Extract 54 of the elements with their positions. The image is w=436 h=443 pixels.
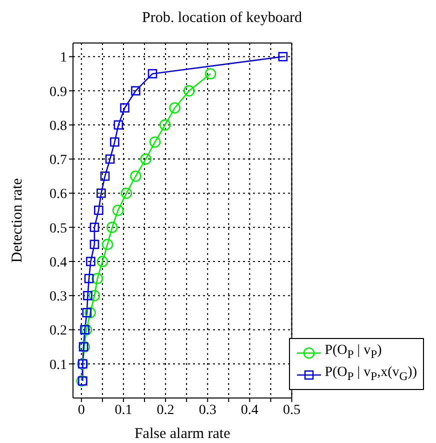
point [86,256,96,266]
point [120,188,132,199]
point [94,206,104,215]
point [131,86,140,96]
point [204,68,216,80]
point [114,120,124,130]
chart-title: Prob. location of keyboard [141,9,303,28]
point [80,324,92,336]
y-tick-label: 0.9 [50,84,67,100]
point [159,119,171,131]
point [149,136,161,148]
point [106,222,118,233]
x-tick-label: 0.5 [282,402,300,418]
point [96,188,106,198]
point [183,85,195,96]
point [140,153,152,165]
x-tick-label: 0.3 [198,402,216,418]
point [148,69,158,78]
point [88,290,100,302]
x-tick-label: 0 [78,402,85,418]
x-tick-label: 0.4 [240,402,258,418]
point [80,325,90,334]
point [82,308,92,318]
y-tick-label: 0.2 [50,324,67,339]
point [110,137,120,147]
point [96,256,108,268]
point [84,307,96,318]
y-tick-label: 0.4 [50,255,67,270]
y-axis-title: Detection rate [9,178,26,263]
x-tick-label: 0.2 [156,402,174,418]
point [102,238,114,250]
y-tick-label: 0.3 [50,290,67,305]
legend-label: P(O$_{P}$ | v$_{P}$,x(v$_{G}$)) [324,364,417,385]
y-tick-label: 0.6 [50,187,67,202]
y-tick-label: 0.1 [50,358,67,373]
point [130,170,142,182]
point [112,204,124,216]
x-tick-label: 0.1 [114,402,132,418]
x-axis-title: False alarm rate [134,426,231,442]
y-tick-label: 1 [60,50,67,66]
point [100,171,110,181]
legend-label: P(O$_{P}$ | v$_{P}$) [324,342,382,364]
point [90,240,100,250]
point [169,102,180,114]
y-tick-label: 0.7 [50,153,67,168]
point [90,222,100,232]
point [120,103,130,113]
point [278,52,288,62]
point [92,272,104,284]
y-tick-label: 0.5 [50,221,67,236]
y-tick-label: 0.8 [50,118,67,134]
point [84,274,94,284]
point [83,290,92,300]
point [105,154,115,164]
